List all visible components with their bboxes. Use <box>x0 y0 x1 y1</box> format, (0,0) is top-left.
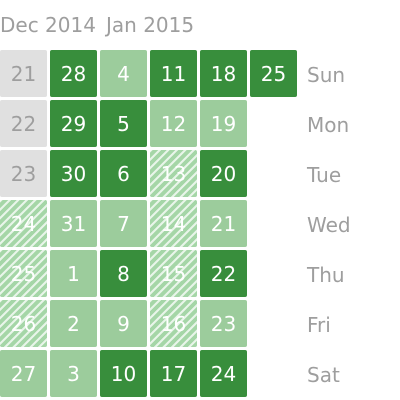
day-cell[interactable]: 4 <box>100 50 147 97</box>
day-cell[interactable]: 17 <box>150 350 197 397</box>
day-cell[interactable]: 10 <box>100 350 147 397</box>
day-cell[interactable]: 28 <box>50 50 97 97</box>
day-cell[interactable]: 27 <box>0 350 47 397</box>
weekday-label-sat: Sat <box>307 363 340 387</box>
weekday-label-mon: Mon <box>307 113 350 137</box>
month-label-jan-2015: Jan 2015 <box>106 13 195 37</box>
day-cell[interactable]: 13 <box>150 150 197 197</box>
day-cell[interactable]: 2 <box>50 300 97 347</box>
day-cell[interactable]: 18 <box>200 50 247 97</box>
day-cell[interactable]: 14 <box>150 200 197 247</box>
weekday-label-tue: Tue <box>307 163 342 187</box>
day-cell[interactable]: 23 <box>0 150 47 197</box>
day-cell[interactable]: 15 <box>150 250 197 297</box>
weekday-label-thu: Thu <box>307 263 345 287</box>
day-cell[interactable]: 25 <box>0 250 47 297</box>
day-cell[interactable]: 19 <box>200 100 247 147</box>
day-cell[interactable]: 21 <box>200 200 247 247</box>
day-cell[interactable]: 5 <box>100 100 147 147</box>
day-cell[interactable]: 3 <box>50 350 97 397</box>
day-cell[interactable]: 30 <box>50 150 97 197</box>
day-cell[interactable]: 24 <box>0 200 47 247</box>
day-cell[interactable]: 11 <box>150 50 197 97</box>
day-cell[interactable]: 6 <box>100 150 147 197</box>
month-label-dec-2014: Dec 2014 <box>0 13 96 37</box>
day-cell[interactable]: 24 <box>200 350 247 397</box>
day-cell[interactable]: 12 <box>150 100 197 147</box>
day-cell[interactable]: 25 <box>250 50 297 97</box>
day-cell[interactable]: 21 <box>0 50 47 97</box>
day-cell[interactable]: 23 <box>200 300 247 347</box>
day-cell[interactable]: 26 <box>0 300 47 347</box>
day-cell[interactable]: 20 <box>200 150 247 197</box>
day-cell[interactable]: 1 <box>50 250 97 297</box>
day-cell[interactable]: 8 <box>100 250 147 297</box>
weekday-label-sun: Sun <box>307 63 346 87</box>
day-cell[interactable]: 22 <box>0 100 47 147</box>
day-cell[interactable]: 22 <box>200 250 247 297</box>
day-cell[interactable]: 16 <box>150 300 197 347</box>
weekday-label-fri: Fri <box>307 313 331 337</box>
weekday-label-wed: Wed <box>307 213 351 237</box>
day-cell[interactable]: 31 <box>50 200 97 247</box>
day-cell[interactable]: 29 <box>50 100 97 147</box>
day-cell[interactable]: 7 <box>100 200 147 247</box>
day-cell[interactable]: 9 <box>100 300 147 347</box>
